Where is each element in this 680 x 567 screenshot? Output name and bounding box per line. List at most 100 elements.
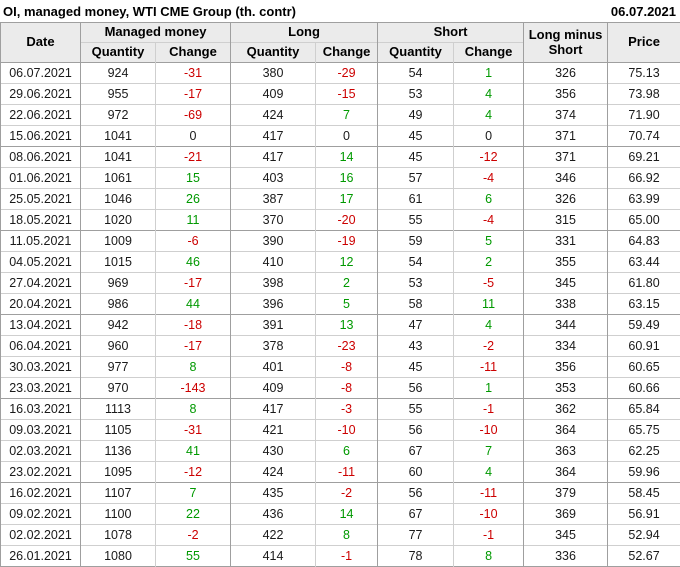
managed-change-cell: 55 <box>156 546 231 567</box>
short-quantity-cell: 54 <box>378 252 454 273</box>
price-cell: 73.98 <box>608 84 680 105</box>
long-change-cell: 16 <box>316 168 378 189</box>
short-change-cell: 11 <box>454 294 524 315</box>
short-quantity-cell: 61 <box>378 189 454 210</box>
long-minus-short-cell: 338 <box>524 294 608 315</box>
short-change-cell: -12 <box>454 147 524 168</box>
short-change-cell: 6 <box>454 189 524 210</box>
managed-change-cell: 44 <box>156 294 231 315</box>
long-quantity-cell: 422 <box>231 525 316 546</box>
long-quantity-cell: 414 <box>231 546 316 567</box>
managed-change-cell: -6 <box>156 231 231 252</box>
short-change-cell: -1 <box>454 525 524 546</box>
long-quantity-cell: 417 <box>231 126 316 147</box>
long-change-cell: -23 <box>316 336 378 357</box>
long-change-cell: 2 <box>316 273 378 294</box>
managed-change-cell: -21 <box>156 147 231 168</box>
date-cell: 06.04.2021 <box>1 336 81 357</box>
short-quantity-cell: 56 <box>378 378 454 399</box>
short-quantity-cell: 53 <box>378 273 454 294</box>
short-quantity-cell: 56 <box>378 420 454 441</box>
date-cell: 06.07.2021 <box>1 63 81 84</box>
long-change-cell: 17 <box>316 189 378 210</box>
date-cell: 16.03.2021 <box>1 399 81 420</box>
long-quantity-cell: 421 <box>231 420 316 441</box>
date-cell: 09.03.2021 <box>1 420 81 441</box>
long-minus-short-cell: 331 <box>524 231 608 252</box>
price-cell: 63.15 <box>608 294 680 315</box>
managed-quantity-cell: 955 <box>81 84 156 105</box>
managed-quantity-cell: 1100 <box>81 504 156 525</box>
title-bar: OI, managed money, WTI CME Group (th. co… <box>0 0 680 22</box>
short-change-cell: 0 <box>454 126 524 147</box>
date-cell: 30.03.2021 <box>1 357 81 378</box>
long-minus-short-cell: 356 <box>524 84 608 105</box>
long-minus-short-cell: 369 <box>524 504 608 525</box>
long-quantity-cell: 390 <box>231 231 316 252</box>
short-quantity-cell: 58 <box>378 294 454 315</box>
managed-quantity-cell: 1107 <box>81 483 156 504</box>
managed-change-cell: 15 <box>156 168 231 189</box>
long-quantity-cell: 401 <box>231 357 316 378</box>
managed-change-cell: 8 <box>156 399 231 420</box>
long-change-cell: -3 <box>316 399 378 420</box>
short-quantity-cell: 67 <box>378 504 454 525</box>
long-change-cell: 7 <box>316 105 378 126</box>
price-cell: 66.92 <box>608 168 680 189</box>
managed-change-cell: 7 <box>156 483 231 504</box>
price-cell: 75.13 <box>608 63 680 84</box>
long-minus-short-cell: 364 <box>524 462 608 483</box>
short-change-cell: -1 <box>454 399 524 420</box>
long-change-cell: -8 <box>316 378 378 399</box>
price-cell: 70.74 <box>608 126 680 147</box>
managed-quantity-cell: 1080 <box>81 546 156 567</box>
short-change-cell: -4 <box>454 210 524 231</box>
managed-change-cell: -69 <box>156 105 231 126</box>
short-quantity-cell: 45 <box>378 357 454 378</box>
date-cell: 18.05.2021 <box>1 210 81 231</box>
short-quantity-cell: 47 <box>378 315 454 336</box>
managed-change-cell: 11 <box>156 210 231 231</box>
managed-change-cell: 46 <box>156 252 231 273</box>
long-change-cell: -8 <box>316 357 378 378</box>
header-long-minus-short: Long minus Short <box>524 23 608 63</box>
short-quantity-cell: 67 <box>378 441 454 462</box>
date-cell: 11.05.2021 <box>1 231 81 252</box>
long-minus-short-cell: 356 <box>524 357 608 378</box>
long-change-cell: 12 <box>316 252 378 273</box>
short-change-cell: 4 <box>454 462 524 483</box>
long-quantity-cell: 409 <box>231 84 316 105</box>
short-change-cell: -10 <box>454 420 524 441</box>
short-change-cell: 1 <box>454 378 524 399</box>
long-quantity-cell: 436 <box>231 504 316 525</box>
header-managed-quantity: Quantity <box>81 43 156 63</box>
managed-change-cell: 26 <box>156 189 231 210</box>
long-change-cell: -20 <box>316 210 378 231</box>
short-quantity-cell: 53 <box>378 84 454 105</box>
managed-quantity-cell: 942 <box>81 315 156 336</box>
managed-quantity-cell: 972 <box>81 105 156 126</box>
managed-quantity-cell: 1136 <box>81 441 156 462</box>
price-cell: 60.91 <box>608 336 680 357</box>
managed-quantity-cell: 1113 <box>81 399 156 420</box>
managed-quantity-cell: 960 <box>81 336 156 357</box>
long-quantity-cell: 398 <box>231 273 316 294</box>
short-change-cell: -4 <box>454 168 524 189</box>
price-cell: 59.96 <box>608 462 680 483</box>
managed-change-cell: 22 <box>156 504 231 525</box>
long-minus-short-cell: 371 <box>524 147 608 168</box>
managed-change-cell: -17 <box>156 84 231 105</box>
header-price: Price <box>608 23 680 63</box>
managed-quantity-cell: 1009 <box>81 231 156 252</box>
managed-change-cell: 8 <box>156 357 231 378</box>
short-change-cell: -10 <box>454 504 524 525</box>
short-change-cell: -2 <box>454 336 524 357</box>
